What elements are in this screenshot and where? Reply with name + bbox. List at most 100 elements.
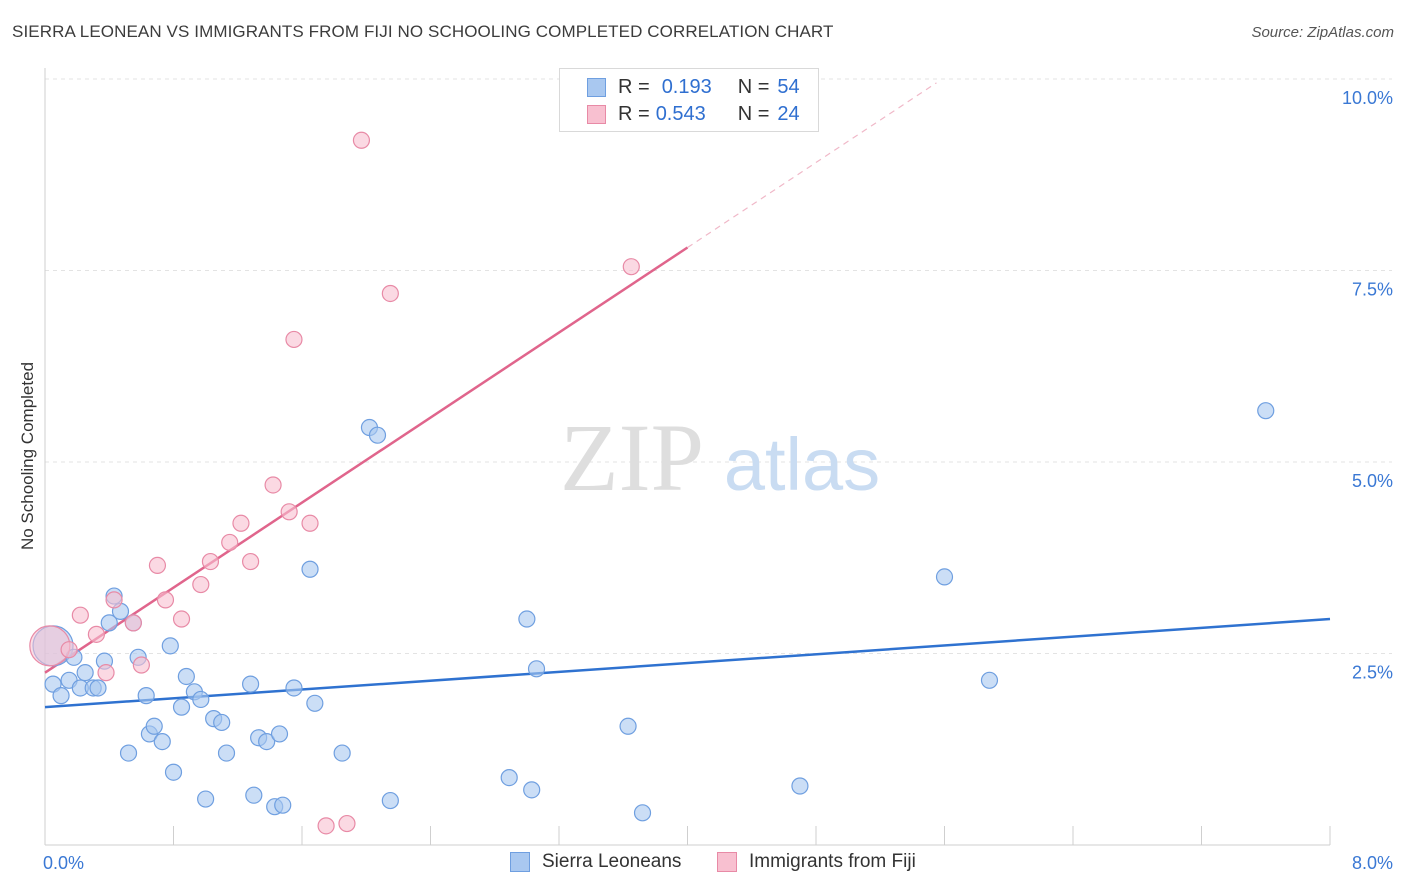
point-fiji — [232, 514, 250, 532]
legend-n-value: 54 — [777, 75, 800, 98]
x-tick-label: 0.0% — [43, 853, 84, 873]
point-sierra-leonean — [217, 744, 236, 762]
legend-r-label: R = — [618, 75, 650, 98]
point-sierra-leonean — [192, 690, 210, 709]
bottom-legend-label: Sierra Leoneans — [542, 851, 682, 872]
point-fiji — [338, 814, 356, 833]
legend-n-label: N = — [737, 75, 770, 98]
point-fiji — [381, 284, 399, 303]
point-sierra-leonean — [177, 667, 195, 686]
point-fiji — [264, 476, 282, 494]
point-sierra-leonean — [301, 560, 319, 578]
point-sierra-leonean — [1257, 402, 1275, 420]
point-sierra-leonean — [381, 791, 399, 810]
point-sierra-leonean — [518, 610, 536, 628]
point-fiji — [192, 575, 210, 594]
bottom-legend-swatch-pink — [717, 852, 737, 872]
y-axis-label: No Schooling Completed — [18, 361, 37, 551]
y-tick-label: 7.5% — [1352, 280, 1393, 300]
point-sierra-leonean — [100, 614, 118, 632]
point-fiji — [242, 552, 260, 571]
point-sierra-leonean — [527, 660, 546, 678]
point-sierra-leonean — [76, 664, 94, 682]
bottom-legend-sierra-leoneans: Sierra Leoneans — [510, 851, 681, 873]
legend-swatch-blue — [587, 77, 606, 97]
point-sierra-leonean — [333, 744, 351, 762]
legend-r-value: 0.543 — [655, 102, 706, 125]
point-sierra-leonean — [306, 694, 324, 712]
watermark-atlas: atlas — [724, 423, 880, 506]
legend-n-label: N = — [737, 102, 770, 125]
trend-line-sierra-leoneans — [44, 617, 1331, 709]
point-sierra-leonean — [172, 698, 191, 716]
point-sierra-leonean — [523, 781, 541, 799]
point-fiji — [285, 330, 303, 349]
point-sierra-leonean — [368, 426, 387, 444]
trend-lines — [44, 82, 1331, 709]
point-fiji — [60, 641, 78, 659]
point-fiji — [87, 625, 106, 643]
point-sierra-leonean — [242, 675, 260, 693]
point-sierra-leonean — [791, 777, 809, 795]
legend-swatch-pink — [587, 104, 606, 124]
bottom-legend-swatch-blue — [510, 852, 530, 872]
point-fiji — [132, 656, 150, 674]
point-sierra-leonean — [89, 679, 107, 697]
point-sierra-leonean — [245, 786, 263, 804]
x-tick-label: 8.0% — [1352, 853, 1393, 873]
point-fiji — [622, 258, 640, 276]
point-sierra-leonean — [164, 763, 183, 781]
legend-row-sierra-leoneans: R = 0.193 N = 54 — [560, 74, 800, 100]
point-fiji — [301, 514, 319, 532]
point-sierra-leonean — [274, 796, 292, 814]
point-sierra-leonean — [213, 713, 231, 732]
point-sierra-leonean — [633, 804, 652, 822]
point-fiji — [201, 552, 220, 571]
point-fiji — [124, 614, 142, 632]
point-sierra-leonean — [52, 687, 70, 705]
bottom-legend-label: Immigrants from Fiji — [749, 851, 916, 872]
bottom-legend-fiji: Immigrants from Fiji — [717, 851, 916, 873]
point-sierra-leonean — [153, 732, 171, 751]
watermark-zip: ZIP — [560, 404, 704, 511]
point-sierra-leonean — [270, 725, 289, 743]
point-sierra-leonean — [258, 732, 276, 751]
correlation-legend: R = 0.193 N = 54 R = 0.543 N = 24 — [559, 68, 819, 132]
point-fiji — [97, 664, 115, 682]
point-sierra-leonean — [119, 744, 138, 762]
point-sierra-leonean — [137, 687, 155, 705]
point-fiji — [156, 591, 175, 609]
point-sierra-leonean — [500, 768, 518, 787]
trend-line-fiji-extension — [687, 82, 937, 249]
point-fiji — [105, 591, 123, 609]
point-fiji — [172, 610, 191, 628]
point-sierra-leonean — [619, 717, 637, 735]
point-fiji — [71, 606, 89, 624]
trend-line-fiji — [44, 246, 689, 674]
legend-row-fiji: R = 0.543 N = 24 — [560, 101, 800, 127]
axes — [44, 68, 1331, 846]
point-fiji — [221, 533, 239, 552]
point-sierra-leonean — [285, 679, 303, 697]
y-tick-label: 5.0% — [1352, 471, 1393, 491]
legend-n-value: 24 — [777, 102, 800, 125]
point-fiji — [148, 556, 167, 575]
point-sierra-leonean — [980, 671, 999, 689]
point-sierra-leonean — [161, 637, 179, 655]
point-sierra-leonean — [197, 790, 215, 808]
point-fiji — [280, 503, 298, 521]
point-sierra-leonean — [145, 717, 163, 735]
legend-r-value: 0.193 — [661, 75, 712, 98]
point-sierra-leonean — [935, 568, 954, 586]
legend-r-label: R = — [618, 102, 650, 125]
y-tick-label: 2.5% — [1352, 663, 1393, 683]
y-tick-label: 10.0% — [1342, 88, 1393, 108]
watermark: ZIP atlas — [560, 404, 880, 511]
data-points — [29, 131, 1275, 835]
source-label: Source: ZipAtlas.com — [1251, 24, 1394, 41]
point-fiji — [352, 131, 371, 149]
tick-labels: 2.5% 5.0% 7.5% 10.0% 0.0% 8.0% — [43, 88, 1393, 873]
chart-title: SIERRA LEONEAN VS IMMIGRANTS FROM FIJI N… — [12, 22, 834, 41]
point-fiji — [317, 817, 335, 835]
